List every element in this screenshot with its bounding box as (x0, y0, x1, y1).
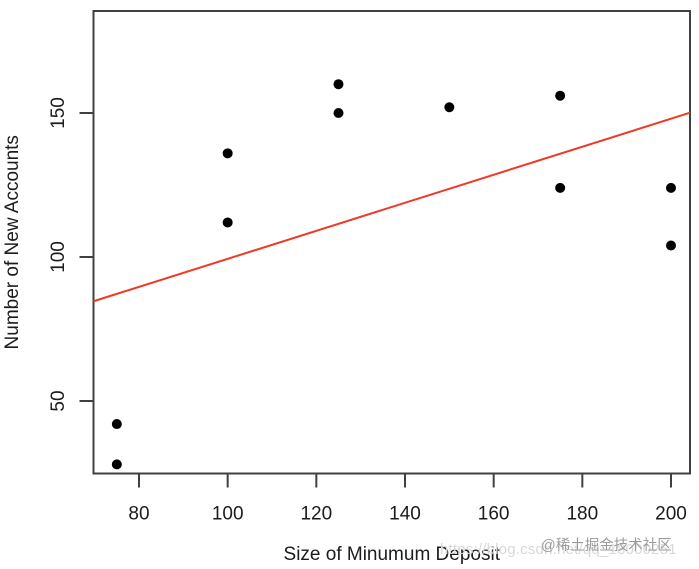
x-tick-label: 100 (212, 504, 244, 525)
x-tick-label: 80 (128, 504, 149, 525)
plot-frame (92, 10, 691, 475)
data-point (555, 90, 566, 101)
data-point (665, 182, 676, 193)
data-point (333, 108, 344, 118)
community-watermark: @稀土掘金技术社区 (541, 538, 672, 554)
x-tick-label: 120 (300, 504, 332, 525)
y-axis-title: Number of New Accounts (2, 135, 23, 349)
x-tick-label: 180 (566, 504, 598, 525)
x-tick-label: 200 (655, 504, 687, 525)
data-point (111, 459, 122, 470)
y-tick-label: 100 (48, 241, 69, 273)
data-point (444, 102, 455, 113)
data-point (222, 217, 233, 228)
y-tick-label: 150 (48, 97, 69, 129)
data-point (111, 419, 122, 430)
regression-line (93, 111, 691, 303)
x-tick-label: 160 (478, 504, 510, 525)
url-watermark: https://blog.csdn.net/qq_18000251 (440, 541, 677, 558)
data-point (555, 182, 566, 193)
x-axis-title: Size of Minumum Deposit (284, 544, 501, 565)
data-point (222, 148, 233, 159)
x-tick-label: 140 (389, 504, 421, 525)
data-point (665, 240, 676, 251)
data-point (333, 79, 344, 90)
y-tick-label: 50 (48, 390, 69, 411)
